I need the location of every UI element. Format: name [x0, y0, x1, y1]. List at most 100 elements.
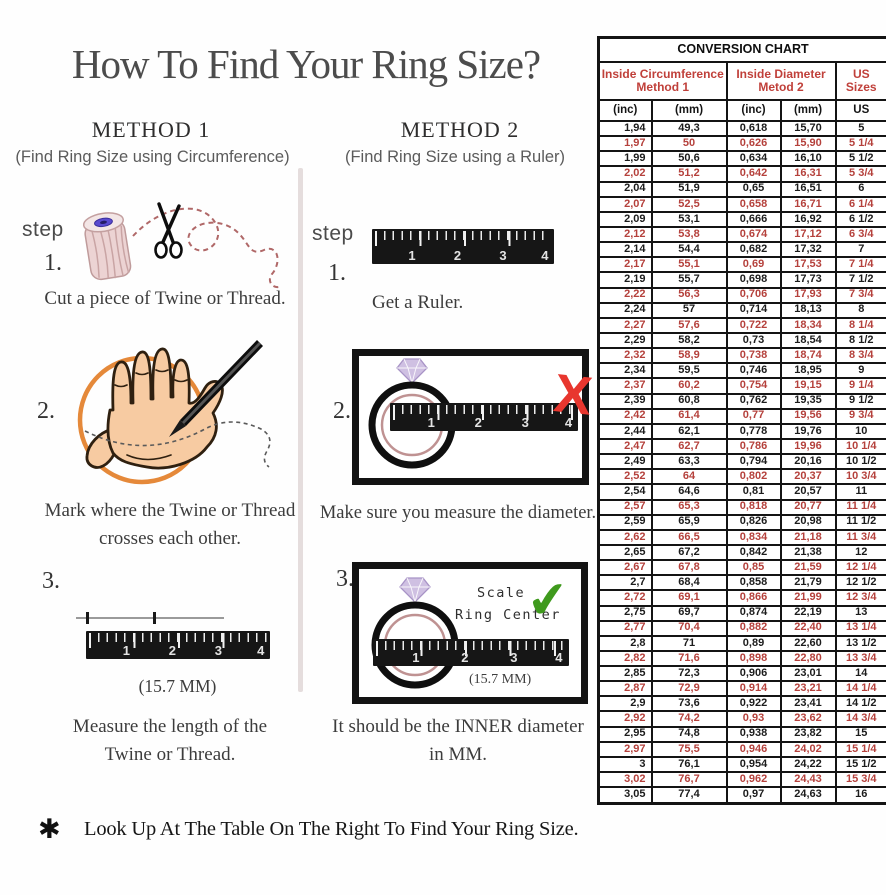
table-cell: 49,3	[650, 119, 728, 138]
table-cell: 2,7	[597, 574, 653, 592]
table-cell: 13 1/2	[834, 634, 886, 652]
table-cell: 17,53	[779, 256, 837, 274]
table-cell: 23,62	[779, 710, 837, 728]
table-cell: 0,746	[725, 362, 782, 380]
table-cell: 2,44	[597, 422, 653, 440]
ruler-number: 1	[427, 415, 435, 430]
sub-header-inc2: (inc)	[725, 99, 782, 122]
table-cell: 6 3/4	[834, 225, 886, 244]
table-cell: 14 1/2	[834, 695, 886, 713]
table-cell: 18,95	[779, 362, 837, 380]
table-cell: 71	[650, 634, 728, 652]
table-cell: 71,6	[650, 649, 728, 668]
table-cell: 53,1	[650, 210, 728, 228]
group-header-line: Inside Circumference	[601, 67, 724, 82]
group-header-circumference: Inside Circumference Method 1	[597, 61, 728, 101]
ruler-major-ticks	[376, 641, 566, 656]
table-cell: 51,2	[650, 165, 728, 183]
method2-subheading: (Find Ring Size using a Ruler)	[344, 148, 566, 166]
table-cell: 11 1/4	[834, 498, 886, 516]
table-cell: 18,54	[779, 331, 837, 350]
table-cell: 0,658	[725, 195, 782, 213]
table-row: 2,37 60,2 0,754 19,15 9 1/4	[597, 377, 886, 395]
table-row: 2,32 58,9 0,738 18,74 8 3/4	[597, 347, 886, 365]
table-row: 2,77 70,4 0,882 22,40 13 1/4	[597, 619, 886, 637]
table-row: 2,49 63,3 0,794 20,16 10 1/2	[597, 453, 886, 471]
table-cell: 6 1/2	[834, 210, 886, 228]
table-cell: 23,82	[779, 725, 837, 743]
table-cell: 57,6	[650, 316, 728, 334]
table-row: 2,19 55,7 0,698 17,73 7 1/2	[597, 271, 886, 289]
table-cell: 19,96	[779, 437, 837, 456]
table-cell: 11 1/2	[834, 513, 886, 531]
table-cell: 2,95	[597, 725, 653, 743]
table-cell: 12 3/4	[834, 589, 886, 607]
palm-and-fingers	[106, 347, 224, 470]
table-cell: 1,97	[597, 135, 653, 153]
table-cell: 15 1/4	[834, 740, 886, 758]
table-cell: 60,2	[650, 377, 728, 395]
ruler-number: 1	[412, 650, 420, 665]
table-cell: 12 1/2	[834, 574, 886, 592]
table-cell: 22,80	[779, 649, 837, 668]
table-cell: 6 1/4	[834, 195, 886, 213]
table-cell: 2,39	[597, 392, 653, 410]
table-cell: 69,7	[650, 604, 728, 622]
table-row: 2,62 66,5 0,834 21,18 11 3/4	[597, 528, 886, 546]
table-row: 2,47 62,7 0,786 19,96 10 1/4	[597, 437, 886, 456]
table-cell: 23,41	[779, 695, 837, 713]
table-cell: 16,10	[779, 150, 837, 168]
table-cell: 2,19	[597, 271, 653, 289]
table-cell: 10	[834, 422, 886, 440]
table-cell: 0,914	[725, 680, 782, 698]
table-cell: 0,946	[725, 740, 782, 758]
table-cell: 2,9	[597, 695, 653, 713]
table-cell: 20,16	[779, 453, 837, 471]
table-row: 2,65 67,2 0,842 21,38 12	[597, 543, 886, 562]
method1-step2-caption-line2: crosses each other.	[99, 528, 241, 549]
table-cell: 0,698	[725, 271, 782, 289]
table-cell: 0,85	[725, 559, 782, 577]
table-cell: 22,40	[779, 619, 837, 637]
table-cell: 5 3/4	[834, 165, 886, 183]
ruler-number: 3	[521, 415, 529, 430]
twine-spool-scissors-illustration	[82, 202, 282, 288]
table-cell: 0,874	[725, 604, 782, 622]
knuckle-lines	[114, 369, 188, 461]
table-cell: 3,02	[597, 771, 653, 789]
table-cell: 16,71	[779, 195, 837, 213]
table-row: 2,75 69,7 0,874 22,19 13	[597, 604, 886, 622]
table-cell: 60,8	[650, 392, 728, 410]
table-cell: 21,59	[779, 559, 837, 577]
table-cell: 21,79	[779, 574, 837, 592]
method2-step2-frame: 1 2 3 4 X	[352, 349, 595, 485]
table-cell: 0,802	[725, 468, 782, 486]
table-cell: 55,1	[650, 256, 728, 274]
table-cell: 14	[834, 665, 886, 683]
table-cell: 16,31	[779, 165, 837, 183]
table-cell: 24,22	[779, 755, 837, 774]
table-cell: 22,60	[779, 634, 837, 652]
table-cell: 23,01	[779, 665, 837, 683]
table-cell: 66,5	[650, 528, 728, 546]
table-row: 2,67 67,8 0,85 21,59 12 1/4	[597, 559, 886, 577]
table-cell: 76,1	[650, 755, 728, 774]
method2-step3-caption-line2: in MM.	[428, 744, 488, 765]
table-cell: 0,738	[725, 347, 782, 365]
table-row: 2,14 54,4 0,682 17,32 7	[597, 241, 886, 259]
table-cell: 12	[834, 543, 886, 562]
table-cell: 3,05	[597, 786, 653, 805]
table-cell: 18,74	[779, 347, 837, 365]
table-row: 2,59 65,9 0,826 20,98 11 1/2	[597, 513, 886, 531]
table-cell: 9 3/4	[834, 407, 886, 425]
table-cell: 2,87	[597, 680, 653, 698]
ruler-number: 3	[499, 248, 507, 263]
table-row: 2,27 57,6 0,722 18,34 8 1/4	[597, 316, 886, 334]
table-cell: 2,92	[597, 710, 653, 728]
table-cell: 2,02	[597, 165, 653, 183]
table-cell: 13	[834, 604, 886, 622]
ruler-number: 1	[122, 643, 131, 658]
group-header-line: Method 1	[636, 80, 690, 94]
table-row: 2,9 73,6 0,922 23,41 14 1/2	[597, 695, 886, 713]
